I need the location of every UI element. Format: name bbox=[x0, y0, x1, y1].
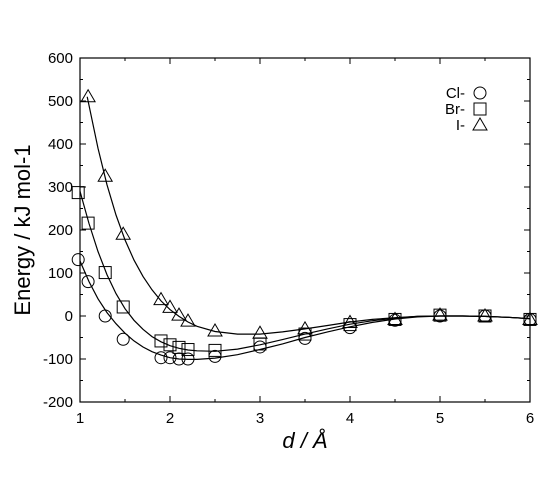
x-tick-label: 3 bbox=[256, 410, 264, 427]
y-tick-label: 200 bbox=[48, 222, 73, 239]
data-point-square bbox=[163, 338, 177, 352]
data-point-square bbox=[154, 334, 168, 348]
legend-label-square: Br- bbox=[445, 101, 465, 118]
data-point-triangle bbox=[252, 325, 268, 339]
data-point-triangle bbox=[80, 88, 96, 103]
data-point-triangle bbox=[153, 291, 169, 306]
data-point-circle bbox=[71, 253, 85, 267]
x-axis-title: d / Å bbox=[282, 428, 327, 453]
fit-curves bbox=[79, 96, 531, 360]
legend: Cl-Br-I- bbox=[445, 85, 488, 134]
fit-curve-triangle bbox=[86, 96, 531, 335]
data-point-square bbox=[208, 343, 222, 357]
data-point-circle bbox=[253, 340, 267, 354]
data-point-circle bbox=[81, 275, 95, 289]
legend-label-triangle: I- bbox=[456, 117, 465, 134]
data-point-triangle bbox=[477, 308, 493, 322]
data-point-triangle bbox=[342, 314, 358, 328]
y-tick-label: 0 bbox=[65, 308, 73, 325]
y-tick-label: 600 bbox=[48, 50, 73, 67]
data-point-circle bbox=[181, 352, 195, 366]
fit-curve-square bbox=[79, 191, 531, 352]
data-point-square bbox=[98, 266, 112, 280]
data-point-square bbox=[81, 216, 95, 230]
data-point-triangle bbox=[171, 307, 187, 321]
data-markers bbox=[71, 88, 538, 366]
x-tick-label: 4 bbox=[346, 410, 354, 427]
data-point-square bbox=[433, 308, 447, 322]
data-point-square bbox=[478, 309, 492, 323]
y-tick-label: -100 bbox=[43, 351, 73, 368]
y-tick-label: -200 bbox=[43, 394, 73, 411]
data-point-square bbox=[181, 343, 195, 357]
data-point-circle bbox=[163, 351, 177, 365]
y-axis-title-text: Energy / kJ mol-1 bbox=[10, 144, 35, 315]
data-point-triangle bbox=[180, 313, 196, 327]
legend-marker-square bbox=[473, 102, 487, 116]
y-tick-labels: -200 -100 0 100 200 300 400 500 600 bbox=[43, 50, 73, 411]
data-point-circle bbox=[116, 332, 130, 346]
data-point-square bbox=[116, 300, 130, 314]
x-axis-variable: d / Å bbox=[282, 428, 327, 453]
data-point-triangle bbox=[297, 320, 313, 335]
y-tick-label: 300 bbox=[48, 179, 73, 196]
axis-ticks bbox=[79, 57, 531, 403]
data-point-triangle bbox=[115, 226, 132, 240]
y-axis-title: Energy / kJ mol-1 bbox=[10, 144, 35, 315]
data-point-circle bbox=[154, 351, 168, 365]
data-point-square bbox=[71, 186, 85, 200]
y-tick-label: 500 bbox=[48, 93, 73, 110]
legend-label-circle: Cl- bbox=[446, 85, 465, 102]
legend-marker-circle bbox=[473, 86, 487, 100]
x-tick-label: 2 bbox=[166, 410, 174, 427]
data-point-triangle bbox=[207, 323, 223, 337]
data-point-square bbox=[343, 318, 357, 332]
data-point-square bbox=[388, 312, 402, 326]
data-point-triangle bbox=[97, 168, 114, 182]
y-tick-label: 400 bbox=[48, 136, 73, 153]
data-point-circle bbox=[98, 309, 112, 323]
data-point-square bbox=[172, 340, 186, 354]
x-tick-labels: 1 2 3 4 5 6 bbox=[76, 410, 534, 427]
x-tick-label: 1 bbox=[76, 410, 84, 427]
data-point-triangle bbox=[162, 299, 178, 313]
legend-marker-triangle bbox=[472, 117, 488, 131]
y-tick-label: 100 bbox=[48, 265, 73, 282]
data-point-square bbox=[523, 312, 537, 326]
data-point-triangle bbox=[522, 311, 538, 325]
x-tick-label: 6 bbox=[526, 410, 534, 427]
data-point-triangle bbox=[387, 311, 403, 325]
data-point-triangle bbox=[432, 307, 448, 321]
x-tick-label: 5 bbox=[436, 410, 444, 427]
